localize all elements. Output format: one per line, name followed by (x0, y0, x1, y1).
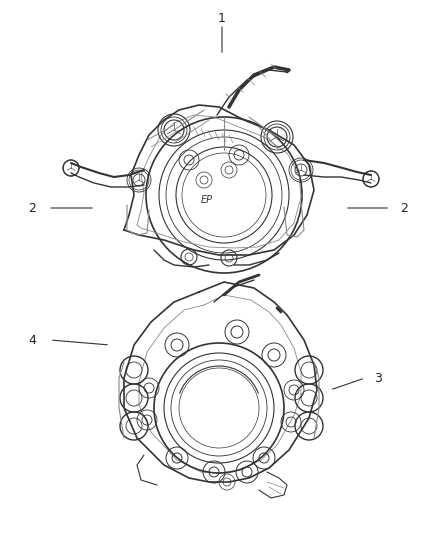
Text: EP: EP (201, 195, 213, 205)
Text: 2: 2 (400, 201, 408, 214)
Text: 3: 3 (374, 372, 382, 384)
Text: 4: 4 (28, 334, 36, 346)
Text: 2: 2 (28, 201, 36, 214)
Text: 1: 1 (218, 12, 226, 25)
